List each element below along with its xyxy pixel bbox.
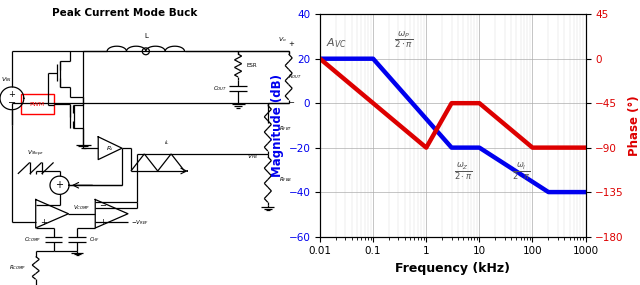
Text: $i_L$: $i_L$ <box>164 138 170 147</box>
Text: $R_i$: $R_i$ <box>106 144 114 153</box>
Text: $R_{FBB}$: $R_{FBB}$ <box>279 175 292 184</box>
Text: Peak Current Mode Buck: Peak Current Mode Buck <box>52 8 198 18</box>
Text: $\frac{\omega_P}{2 \cdot \pi}$: $\frac{\omega_P}{2 \cdot \pi}$ <box>394 29 413 50</box>
Text: $V_{FB}$: $V_{FB}$ <box>248 152 259 161</box>
Text: −: − <box>289 99 294 106</box>
Text: −: − <box>8 97 16 108</box>
Text: +: + <box>56 180 63 190</box>
Bar <box>21 94 54 114</box>
Text: $V_{IN}$: $V_{IN}$ <box>1 75 12 84</box>
Text: +: + <box>99 218 106 227</box>
Y-axis label: Magnitude (dB): Magnitude (dB) <box>271 74 284 177</box>
Text: $V_{COMP}$: $V_{COMP}$ <box>73 203 90 213</box>
Text: $R_{COMP}$: $R_{COMP}$ <box>9 263 26 272</box>
Text: $R_{OUT}$: $R_{OUT}$ <box>288 72 301 82</box>
Text: $\frac{\omega_I}{2 \cdot \pi}$: $\frac{\omega_I}{2 \cdot \pi}$ <box>511 161 530 182</box>
Text: −: − <box>40 201 47 210</box>
Text: $V_o$: $V_o$ <box>278 35 287 44</box>
Text: $-V_{REF}$: $-V_{REF}$ <box>131 218 148 227</box>
Text: ESR: ESR <box>246 63 257 68</box>
Text: L: L <box>144 32 148 39</box>
Text: $C_{COMP}$: $C_{COMP}$ <box>24 235 42 244</box>
Text: $C_{OUT}$: $C_{OUT}$ <box>213 84 227 93</box>
Text: +: + <box>8 89 15 99</box>
Text: $C_{HF}$: $C_{HF}$ <box>90 235 100 244</box>
Text: $A_{VC}$: $A_{VC}$ <box>326 36 347 50</box>
Text: +: + <box>40 218 47 227</box>
Text: −: − <box>99 201 106 210</box>
Text: $R_{FBT}$: $R_{FBT}$ <box>279 124 292 133</box>
Text: +: + <box>289 41 294 47</box>
Y-axis label: Phase (°): Phase (°) <box>628 95 640 156</box>
X-axis label: Frequency (kHz): Frequency (kHz) <box>396 262 510 275</box>
Text: $\frac{\omega_Z}{2 \cdot \pi}$: $\frac{\omega_Z}{2 \cdot \pi}$ <box>454 161 472 182</box>
Text: PWM: PWM <box>29 101 45 107</box>
Text: $V_{Slope}$: $V_{Slope}$ <box>27 149 44 159</box>
